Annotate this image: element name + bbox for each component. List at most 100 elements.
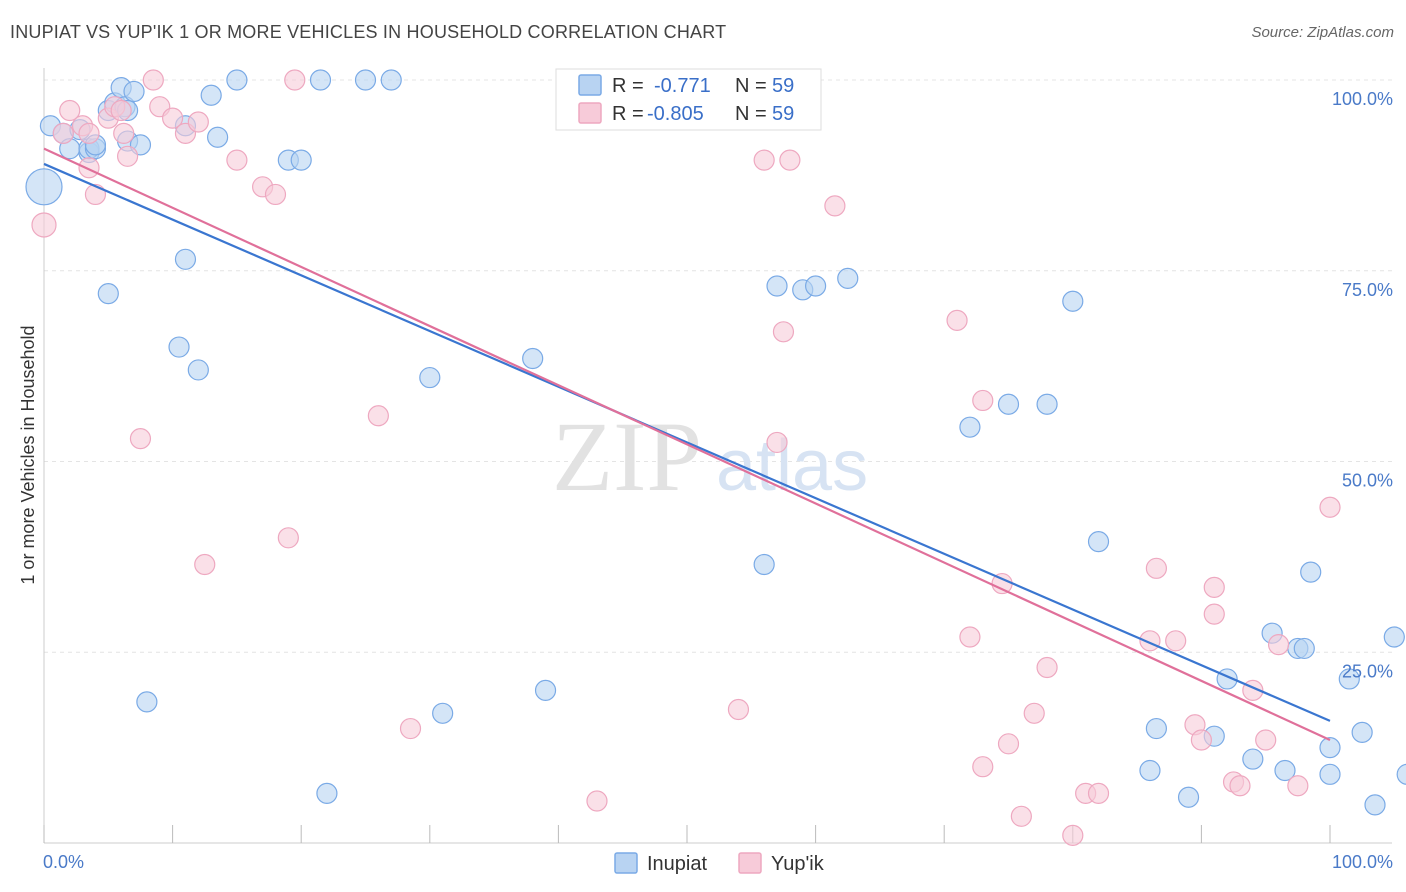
x-tick-label-min: 0.0% <box>43 852 84 872</box>
point-inupiat-43 <box>959 416 981 438</box>
point-inupiat-28 <box>316 782 338 805</box>
point-yupik-23 <box>284 69 306 91</box>
point-yupik-42 <box>1062 824 1084 846</box>
point-inupiat-49 <box>1145 717 1167 740</box>
chart-title: INUPIAT VS YUP'IK 1 OR MORE VEHICLES IN … <box>10 22 727 42</box>
point-yupik-18 <box>194 553 216 576</box>
trend-line-yupik <box>43 147 1331 741</box>
chart-source: Source: ZipAtlas.com <box>1251 24 1394 41</box>
point-yupik-26 <box>586 790 608 812</box>
point-yupik-41 <box>1036 656 1058 679</box>
point-inupiat-62 <box>1351 721 1373 743</box>
point-inupiat-55 <box>1274 759 1296 782</box>
point-yupik-31 <box>772 321 795 343</box>
point-yupik-2 <box>59 99 81 122</box>
point-inupiat-22 <box>187 359 209 381</box>
point-yupik-47 <box>1165 630 1187 652</box>
point-inupiat-27 <box>290 149 312 171</box>
legend-r-value-inupiat: -0.771 <box>654 75 711 97</box>
point-inupiat-24 <box>207 126 229 148</box>
point-inupiat-63 <box>1364 794 1386 816</box>
point-yupik-55 <box>1255 729 1277 751</box>
point-inupiat-0 <box>25 168 63 206</box>
legend-r-label-inupiat: R = <box>612 75 644 97</box>
point-yupik-1 <box>52 122 74 145</box>
point-yupik-27 <box>727 698 750 721</box>
point-inupiat-29 <box>354 69 377 91</box>
point-inupiat-60 <box>1319 763 1341 785</box>
bottom-legend-swatch-inupiat <box>614 852 638 874</box>
trend-lines <box>43 147 1331 741</box>
point-inupiat-25 <box>226 69 248 91</box>
point-inupiat-50 <box>1177 786 1200 808</box>
legend-n-label-yupik: N = <box>735 103 767 125</box>
bottom-legend-label-yupik: Yup'ik <box>771 853 825 875</box>
bottom-legend-label-inupiat: Inupiat <box>647 853 707 875</box>
y-tick-label-1: 75.0% <box>1342 280 1393 300</box>
point-yupik-21 <box>264 183 287 206</box>
point-yupik-13 <box>142 69 164 91</box>
point-inupiat-59 <box>1319 737 1341 759</box>
point-inupiat-48 <box>1139 759 1161 782</box>
tick-labels: 0.0% 100.0% 100.0% 75.0% 50.0% 25.0% <box>43 89 1393 872</box>
y-tick-label-0: 100.0% <box>1332 89 1393 109</box>
point-yupik-4 <box>78 157 100 179</box>
point-inupiat-44 <box>997 393 1020 415</box>
y-axis-title: 1 or more Vehicles in Household <box>18 325 38 584</box>
point-yupik-29 <box>753 149 775 171</box>
point-inupiat-41 <box>804 275 827 297</box>
watermark-zip: ZIP <box>552 401 702 512</box>
legend-n-value-inupiat: 59 <box>772 75 794 97</box>
point-inupiat-30 <box>380 69 402 91</box>
legend: R = -0.771 N = 59 R = -0.805 N = 59 <box>555 68 822 131</box>
point-inupiat-57 <box>1293 637 1315 660</box>
point-yupik-49 <box>1190 729 1213 751</box>
legend-n-label-inupiat: N = <box>735 75 767 97</box>
point-yupik-11 <box>116 145 139 167</box>
point-inupiat-18 <box>136 691 158 713</box>
point-yupik-0 <box>31 212 57 238</box>
bottom-legend: Inupiat Yup'ik <box>614 852 825 875</box>
point-inupiat-53 <box>1242 748 1264 770</box>
point-yupik-12 <box>129 428 152 450</box>
legend-swatch-inupiat <box>578 74 602 96</box>
point-yupik-15 <box>162 107 184 129</box>
gridlines <box>44 79 1392 653</box>
point-yupik-38 <box>997 733 1020 755</box>
point-yupik-24 <box>367 405 389 427</box>
point-yupik-58 <box>1287 775 1309 797</box>
point-yupik-44 <box>1087 782 1110 805</box>
y-tick-label-3: 25.0% <box>1342 661 1393 681</box>
point-inupiat-46 <box>1062 290 1084 312</box>
point-inupiat-58 <box>1300 561 1322 583</box>
x-tick-label-max: 100.0% <box>1332 852 1393 872</box>
legend-swatch-yupik <box>578 102 602 124</box>
point-yupik-50 <box>1203 603 1225 625</box>
point-yupik-9 <box>110 99 132 122</box>
point-yupik-6 <box>84 183 107 206</box>
point-inupiat-64 <box>1383 626 1405 648</box>
point-yupik-35 <box>972 756 994 778</box>
point-yupik-19 <box>226 149 248 171</box>
point-inupiat-34 <box>522 347 544 370</box>
point-inupiat-31 <box>309 69 332 91</box>
point-yupik-51 <box>1203 576 1225 598</box>
point-inupiat-39 <box>766 275 788 297</box>
legend-r-label-yupik: R = <box>612 103 644 125</box>
point-yupik-53 <box>1229 775 1251 797</box>
point-inupiat-32 <box>419 366 441 389</box>
point-yupik-40 <box>1023 702 1045 724</box>
legend-r-value-yupik: -0.805 <box>647 103 704 125</box>
point-yupik-22 <box>277 527 299 549</box>
bottom-legend-swatch-yupik <box>738 852 762 874</box>
point-yupik-32 <box>824 195 846 217</box>
point-inupiat-45 <box>1036 393 1058 415</box>
point-inupiat-65 <box>1396 763 1406 785</box>
point-inupiat-33 <box>432 702 454 724</box>
legend-n-value-yupik: 59 <box>772 103 794 125</box>
point-inupiat-61 <box>1338 668 1360 690</box>
point-inupiat-20 <box>174 248 197 270</box>
point-inupiat-19 <box>168 336 190 358</box>
point-yupik-36 <box>972 389 994 412</box>
